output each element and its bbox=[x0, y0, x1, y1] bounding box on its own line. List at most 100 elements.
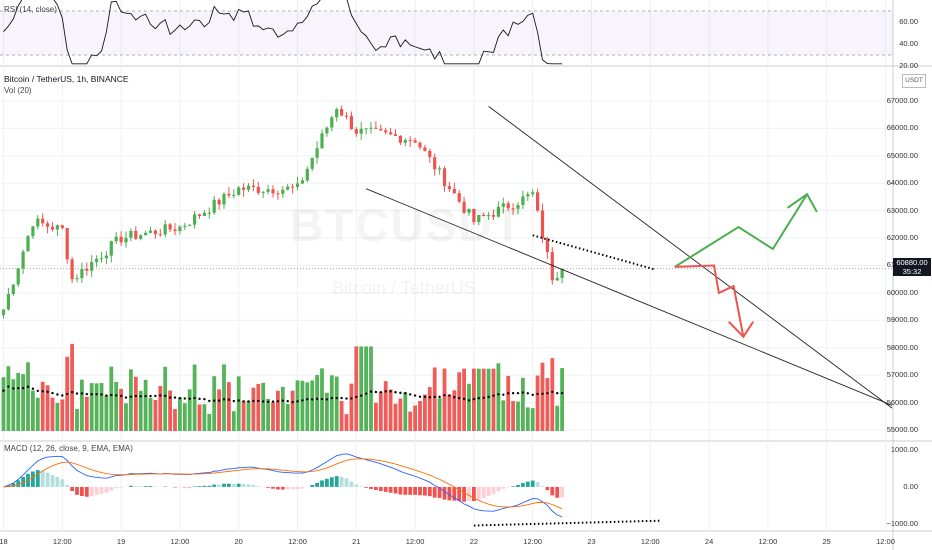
macd-histogram-bar bbox=[212, 484, 217, 487]
candle-body bbox=[496, 206, 500, 217]
macd-histogram-bar bbox=[427, 486, 432, 497]
macd-histogram-bar bbox=[467, 486, 471, 501]
volume-ma-point bbox=[144, 394, 147, 398]
volume-bar bbox=[334, 376, 339, 431]
volume-bar bbox=[168, 390, 172, 431]
volume-bar bbox=[418, 401, 422, 431]
volume-bar bbox=[11, 379, 16, 431]
volume-bar bbox=[236, 376, 241, 431]
candle-body bbox=[222, 193, 226, 205]
volume-ma-point bbox=[2, 389, 5, 392]
candle-body bbox=[393, 134, 398, 136]
volume-bar bbox=[187, 389, 192, 431]
time-tick-label: 22 bbox=[469, 537, 479, 546]
volume-bar bbox=[506, 375, 511, 431]
volume-bar bbox=[231, 411, 236, 431]
candle-body bbox=[511, 208, 515, 210]
volume-ma-point bbox=[350, 397, 353, 400]
candle-body bbox=[423, 147, 427, 151]
last-price-tag: 60880.00 35:32 bbox=[893, 258, 931, 276]
time-tick-label: 21 bbox=[352, 537, 361, 546]
price-tick-label: 57000.00 bbox=[886, 370, 918, 380]
candle-body bbox=[305, 168, 309, 181]
volume-ma-point bbox=[257, 399, 260, 403]
volume-bar bbox=[305, 382, 310, 431]
volume-bar bbox=[256, 383, 261, 431]
volume-bar bbox=[457, 372, 462, 431]
volume-ma-point bbox=[389, 390, 392, 393]
macd-histogram-bar bbox=[432, 486, 437, 498]
volume-ma-point bbox=[227, 398, 231, 401]
candle-body bbox=[433, 157, 437, 170]
macd-histogram-bar bbox=[6, 485, 11, 487]
volume-bar bbox=[501, 400, 506, 431]
candle-body bbox=[168, 224, 172, 230]
currency-badge[interactable]: USDT bbox=[902, 74, 926, 88]
candle-body bbox=[457, 193, 461, 202]
volume-ma-point bbox=[507, 392, 510, 395]
volume-bar bbox=[266, 398, 270, 431]
macd-histogram-bar bbox=[99, 486, 104, 494]
candle-body bbox=[374, 127, 378, 129]
macd-histogram-bar bbox=[452, 486, 457, 501]
macd-histogram-bar bbox=[491, 486, 496, 495]
macd-histogram-bar bbox=[55, 476, 60, 487]
volume-bar bbox=[432, 367, 437, 431]
volume-ma-point bbox=[472, 397, 476, 401]
macd-histogram-bar bbox=[276, 486, 280, 490]
price-divergence-line bbox=[532, 234, 656, 271]
candle-body bbox=[349, 115, 353, 130]
time-tick-label: 12:00 bbox=[52, 537, 72, 546]
volume-ma-point bbox=[511, 391, 515, 395]
candle-body bbox=[41, 218, 45, 224]
candle-body bbox=[545, 238, 549, 253]
time-tick-label: 19 bbox=[116, 537, 126, 546]
volume-bar bbox=[26, 362, 30, 431]
candle-body bbox=[442, 168, 447, 187]
volume-bar bbox=[329, 375, 334, 431]
macd-histogram-bar bbox=[408, 486, 413, 495]
candle-body bbox=[320, 133, 324, 149]
volume-ma-point bbox=[556, 391, 559, 395]
volume-bar bbox=[359, 346, 364, 431]
volume-ma-point bbox=[477, 397, 480, 400]
volume-ma-point bbox=[276, 400, 280, 403]
price-tick-label: 56000.00 bbox=[886, 397, 918, 407]
volume-label: Vol (20) bbox=[4, 86, 32, 95]
volume-ma-point bbox=[521, 391, 525, 394]
volume-bar bbox=[31, 390, 35, 431]
time-tick-label: 12:00 bbox=[876, 537, 895, 546]
volume-bar bbox=[138, 390, 143, 431]
volume-bar bbox=[158, 385, 163, 431]
volume-ma-point bbox=[271, 400, 275, 403]
volume-ma-point bbox=[124, 396, 128, 399]
macd-histogram-bar bbox=[349, 481, 354, 487]
volume-ma-point bbox=[100, 393, 103, 396]
macd-histogram-bar bbox=[540, 486, 545, 487]
candle-body bbox=[212, 199, 216, 213]
macd-histogram-bar bbox=[462, 486, 466, 502]
candle-body bbox=[354, 129, 358, 134]
bullish-arrowhead bbox=[786, 192, 818, 213]
macd-histogram-bar bbox=[202, 485, 207, 487]
price-tick-label: 62000.00 bbox=[886, 233, 918, 243]
macd-tick-label: 0.00 bbox=[903, 481, 918, 491]
volume-bar bbox=[310, 380, 315, 431]
macd-histogram-bar bbox=[403, 486, 408, 495]
volume-bar bbox=[349, 383, 354, 431]
candle-body bbox=[384, 130, 388, 133]
volume-bar bbox=[6, 366, 11, 431]
volume-bar bbox=[447, 394, 452, 431]
candle-body bbox=[50, 226, 55, 230]
volume-ma-point bbox=[315, 397, 319, 401]
candle-body bbox=[418, 142, 422, 148]
volume-bar bbox=[413, 405, 417, 431]
volume-ma-point bbox=[384, 390, 387, 393]
volume-ma-point bbox=[487, 395, 490, 399]
volume-ma-point bbox=[85, 392, 89, 396]
volume-bar bbox=[40, 381, 45, 431]
macd-histogram-bar bbox=[94, 486, 99, 495]
macd-histogram-bar bbox=[207, 485, 212, 487]
